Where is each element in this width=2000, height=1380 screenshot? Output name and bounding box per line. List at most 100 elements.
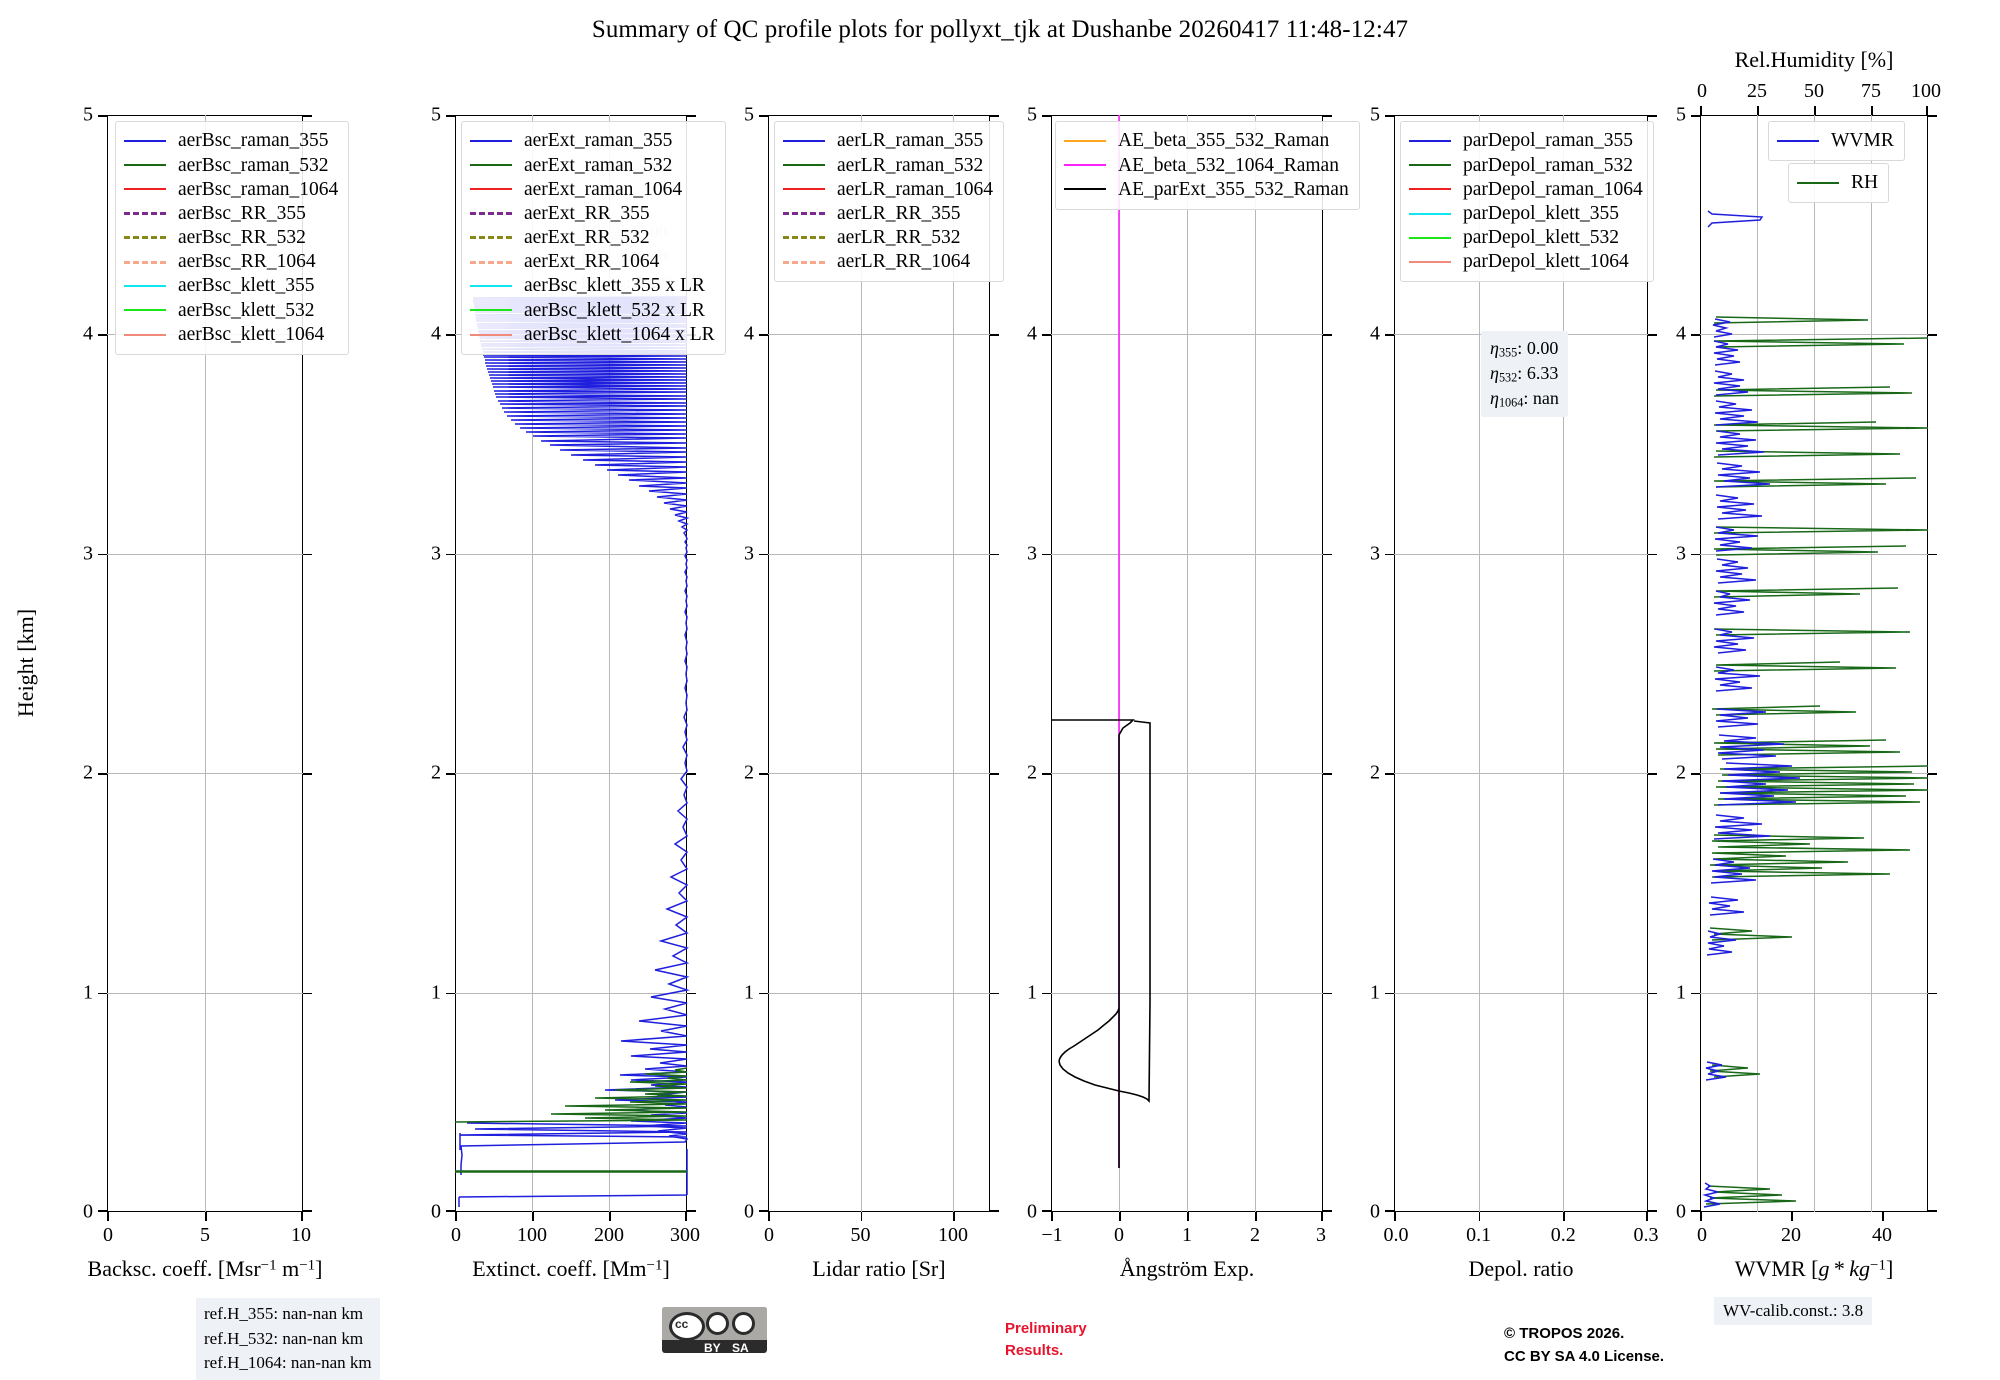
legend-swatch-icon	[1064, 164, 1106, 167]
x-axis-title-backsc: Backsc. coeff. [Msr−1 m−1]	[87, 1256, 323, 1281]
legend-item[interactable]: RH	[1797, 171, 1878, 195]
legend-item[interactable]: AE_beta_532_1064_Raman	[1064, 153, 1349, 177]
legend-item[interactable]: aerExt_raman_355	[470, 129, 715, 153]
legend-swatch-icon	[124, 333, 166, 336]
legend-item[interactable]: aerExt_raman_1064	[470, 177, 715, 201]
legend-item[interactable]: aerBsc_klett_1064 x LR	[470, 323, 715, 347]
legend-item[interactable]: parDepol_klett_1064	[1409, 250, 1643, 274]
legend-swatch-icon	[124, 260, 166, 264]
legend-label: AE_parExt_355_532_Raman	[1118, 178, 1349, 200]
legend-item[interactable]: AE_beta_355_532_Raman	[1064, 129, 1349, 153]
panel-backsc: 5 4 3 2 1 0 0 5 10 Backsc. coeff. [Msr−1…	[83, 104, 350, 1281]
legend-item[interactable]: aerExt_RR_355	[470, 202, 715, 226]
tropos-credit: © TROPOS 2026. CC BY SA 4.0 License.	[1504, 1323, 1664, 1368]
x-tick-1: 20	[1781, 1224, 1801, 1246]
x-tick-1: 0.1	[1466, 1224, 1492, 1246]
legend-item[interactable]: aerBsc_RR_532	[124, 226, 338, 250]
trace-aerExt-raman-532	[454, 1067, 688, 1173]
legend-item[interactable]: aerBsc_klett_1064	[124, 323, 338, 347]
y-tick-0: 0	[83, 1200, 93, 1223]
legend-label: aerLR_raman_1064	[837, 178, 993, 200]
y-tick-0: 0	[431, 1200, 441, 1223]
legend-label: RH	[1851, 172, 1879, 194]
legend-rh: RH	[1788, 163, 1890, 204]
legend-item[interactable]: aerLR_RR_1064	[783, 250, 993, 274]
legend-item[interactable]: aerBsc_raman_1064	[124, 177, 338, 201]
legend-label: aerLR_RR_532	[837, 227, 961, 249]
trace-angstrom	[1051, 115, 1151, 1168]
ref-h-532: ref.H_532: nan-nan km	[204, 1328, 364, 1348]
legend-swatch-icon	[124, 188, 166, 191]
y-tick-5: 5	[431, 103, 441, 126]
y-tick-3: 3	[744, 542, 754, 565]
legend-item[interactable]: WVMR	[1777, 129, 1894, 153]
legend-label: aerExt_RR_532	[524, 227, 650, 249]
eta-sub-532: 532	[1498, 370, 1518, 385]
trace-aerExt-raman-355	[460, 296, 690, 1175]
legend-item[interactable]: aerExt_raman_532	[470, 153, 715, 177]
legend-label: aerLR_RR_355	[837, 202, 961, 224]
legend-item[interactable]: aerExt_RR_532	[470, 226, 715, 250]
legend-item[interactable]: aerBsc_klett_355 x LR	[470, 274, 715, 298]
legend-label: aerBsc_RR_355	[178, 202, 306, 224]
y-tick-4: 4	[1027, 322, 1037, 345]
legend-swatch-icon	[124, 140, 166, 143]
legend-item[interactable]: aerBsc_RR_355	[124, 202, 338, 226]
y-tick-5: 5	[1027, 103, 1037, 126]
y-tick-2: 2	[431, 761, 441, 784]
legend-item[interactable]: parDepol_raman_355	[1409, 129, 1643, 153]
x-axis-title-angstrom: Ångström Exp.	[1119, 1256, 1255, 1281]
x-tick-0: 0	[103, 1224, 113, 1246]
y-tick-2: 2	[1676, 761, 1686, 784]
legend-item[interactable]: aerBsc_klett_532 x LR	[470, 298, 715, 322]
top-x-tick-0: 0	[1697, 80, 1707, 102]
legend-item[interactable]: parDepol_klett_532	[1409, 226, 1643, 250]
legend-item[interactable]: AE_parExt_355_532_Raman	[1064, 177, 1349, 201]
legend-label: aerBsc_klett_1064	[178, 323, 325, 345]
legend-item[interactable]: parDepol_raman_1064	[1409, 177, 1643, 201]
y-tick-2: 2	[83, 761, 93, 784]
y-tick-3: 3	[83, 542, 93, 565]
trace-WVMR	[1702, 210, 1801, 1208]
legend-swatch-icon	[1409, 164, 1451, 167]
legend-item[interactable]: aerExt_RR_1064	[470, 250, 715, 274]
legend-item[interactable]: aerBsc_raman_355	[124, 129, 338, 153]
legend-item[interactable]: aerBsc_RR_1064	[124, 250, 338, 274]
legend-swatch-icon	[470, 260, 512, 264]
legend-swatch-icon	[1409, 261, 1451, 264]
y-tick-4: 4	[1676, 322, 1686, 345]
top-x-tick-2: 50	[1804, 80, 1824, 102]
legend-item[interactable]: aerLR_raman_532	[783, 153, 993, 177]
x-tick-0: −1	[1041, 1224, 1063, 1246]
x-tick-0: 0	[451, 1224, 461, 1246]
legend-label: WVMR	[1831, 130, 1894, 152]
ref-h-355: ref.H_355: nan-nan km	[204, 1304, 364, 1323]
y-tick-0: 0	[1370, 1200, 1380, 1223]
panel-lidarratio: 5 4 3 2 1 0 0 50 100 Lidar ratio [Sr] ae…	[744, 104, 1004, 1281]
legend-item[interactable]: aerLR_raman_355	[783, 129, 993, 153]
legend-item[interactable]: aerBsc_klett_355	[124, 274, 338, 298]
legend-label: AE_beta_532_1064_Raman	[1118, 154, 1339, 176]
legend-item[interactable]: aerBsc_klett_532	[124, 298, 338, 322]
legend-item[interactable]: aerLR_raman_1064	[783, 177, 993, 201]
legend-item[interactable]: parDepol_klett_355	[1409, 202, 1643, 226]
x-tick-2: 1	[1182, 1224, 1192, 1246]
legend-item[interactable]: parDepol_raman_532	[1409, 153, 1643, 177]
legend-item[interactable]: aerBsc_raman_532	[124, 153, 338, 177]
ref-height-annotation: ref.H_355: nan-nan km ref.H_532: nan-nan…	[196, 1298, 380, 1380]
legend-item[interactable]: aerLR_RR_355	[783, 202, 993, 226]
legend-label: aerBsc_klett_355	[178, 275, 315, 297]
legend-item[interactable]: aerLR_RR_532	[783, 226, 993, 250]
x-axis-title-depol: Depol. ratio	[1468, 1256, 1574, 1281]
legend-swatch-icon	[783, 236, 825, 240]
legend-label: aerExt_RR_1064	[524, 251, 660, 273]
legend-swatch-icon	[470, 212, 512, 216]
legend-swatch-icon	[783, 212, 825, 216]
y-tick-0: 0	[1027, 1200, 1037, 1223]
x-tick-1: 5	[200, 1224, 210, 1246]
legend-label: aerBsc_RR_532	[178, 227, 306, 249]
x-tick-4: 3	[1316, 1224, 1326, 1246]
y-tick-4: 4	[744, 322, 754, 345]
top-x-tick-1: 25	[1747, 80, 1767, 102]
creative-commons-badge-icon: cc BY SA	[662, 1307, 767, 1353]
